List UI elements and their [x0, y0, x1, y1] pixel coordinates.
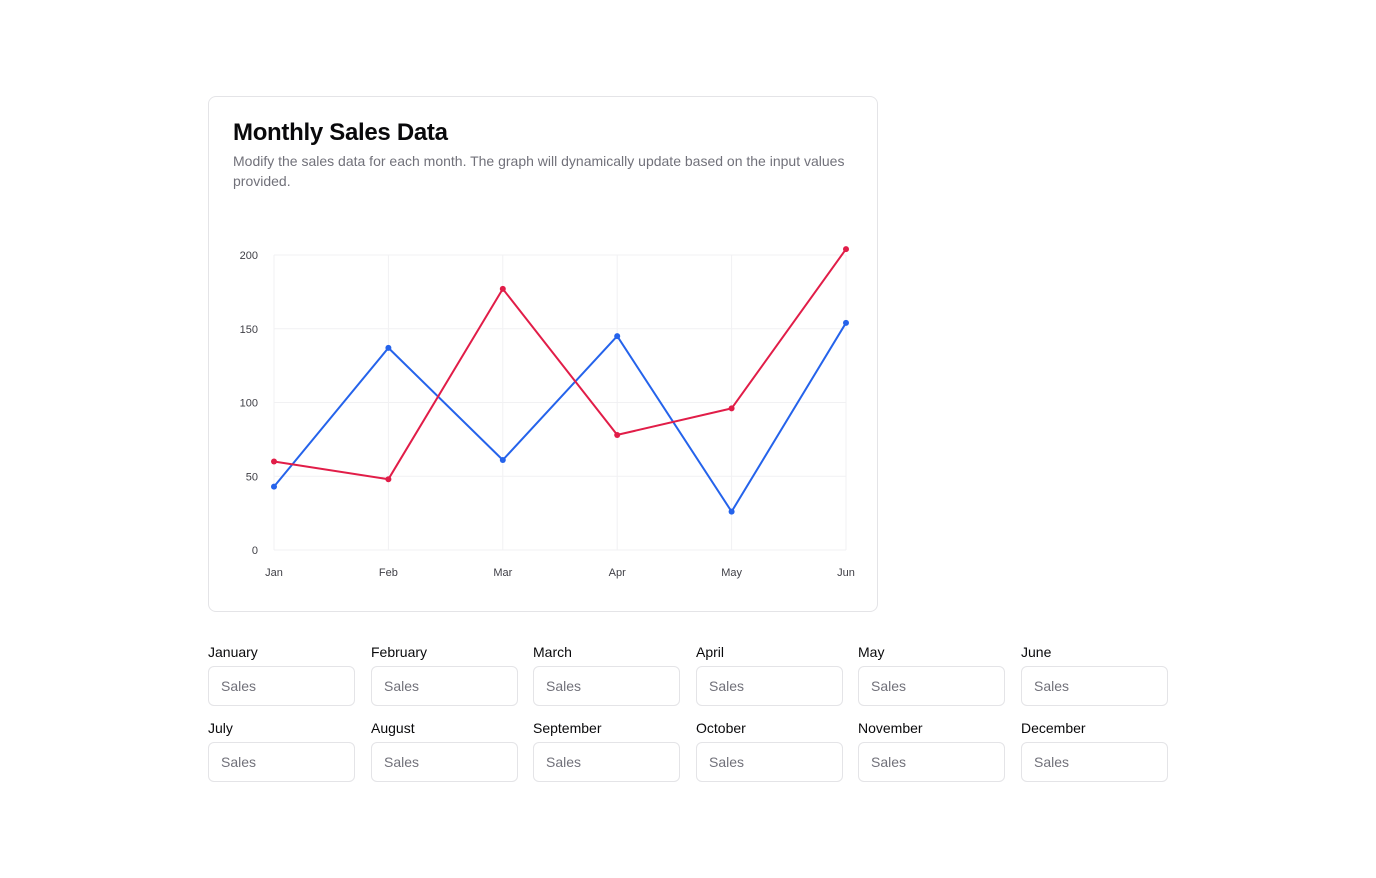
series-1-point	[843, 319, 849, 326]
month-label: August	[371, 720, 415, 736]
x-tick-label: Mar	[493, 567, 512, 579]
x-tick-label: May	[721, 567, 742, 579]
sales-input-november[interactable]	[858, 742, 1005, 782]
month-label: July	[208, 720, 233, 736]
series-2-point	[843, 246, 849, 253]
card-description: Modify the sales data for each month. Th…	[233, 153, 845, 189]
month-label: March	[533, 644, 572, 660]
series-2-point	[614, 431, 621, 438]
series-1-point	[614, 333, 621, 340]
month-field-august: August	[371, 716, 518, 782]
series-1-point	[728, 508, 735, 515]
month-field-april: April	[696, 640, 843, 706]
y-tick-label: 100	[240, 398, 258, 410]
card-title: Monthly Sales Data	[233, 119, 448, 146]
y-tick-label: 150	[240, 324, 258, 336]
month-label: November	[858, 720, 923, 736]
month-label: December	[1021, 720, 1086, 736]
month-label: October	[696, 720, 746, 736]
month-label: September	[533, 720, 602, 736]
sales-input-january[interactable]	[208, 666, 355, 706]
month-field-september: September	[533, 716, 680, 782]
month-field-june: June	[1021, 640, 1168, 706]
series-line-2	[273, 248, 847, 481]
series-1-point	[271, 483, 277, 490]
sales-input-october[interactable]	[696, 742, 843, 782]
sales-input-may[interactable]	[858, 666, 1005, 706]
sales-input-august[interactable]	[371, 742, 518, 782]
sales-input-september[interactable]	[533, 742, 680, 782]
series-2-point	[271, 458, 277, 465]
y-tick-label: 50	[246, 471, 258, 483]
sales-input-july[interactable]	[208, 742, 355, 782]
sales-input-march[interactable]	[533, 666, 680, 706]
month-field-february: February	[371, 640, 518, 706]
month-label: May	[858, 644, 885, 660]
month-field-may: May	[858, 640, 1005, 706]
month-field-january: January	[208, 640, 355, 706]
series-2-point	[499, 285, 506, 292]
sales-input-april[interactable]	[696, 666, 843, 706]
x-tick-label: Jun	[837, 567, 855, 579]
series-1-point	[385, 344, 392, 351]
sales-input-june[interactable]	[1021, 666, 1168, 706]
month-field-july: July	[208, 716, 355, 782]
series-line-1	[273, 322, 847, 513]
series-1-point	[499, 457, 506, 464]
month-field-march: March	[533, 640, 680, 706]
sales-chart-card: Monthly Sales Data Modify the sales data…	[208, 96, 878, 612]
sales-line-chart: 0 50 100 150 200 Jan Feb Mar Apr May Jun	[240, 246, 855, 579]
month-field-december: December	[1021, 716, 1168, 782]
month-label: January	[208, 644, 258, 660]
series-2-point	[728, 405, 735, 412]
x-tick-label: Jan	[265, 567, 283, 579]
month-label: April	[696, 644, 725, 660]
month-field-november: November	[858, 716, 1005, 782]
sales-input-december[interactable]	[1021, 742, 1168, 782]
month-label: June	[1021, 644, 1052, 660]
x-tick-label: Feb	[379, 567, 398, 579]
month-field-october: October	[696, 716, 843, 782]
sales-input-february[interactable]	[371, 666, 518, 706]
y-tick-label: 200	[240, 250, 258, 262]
series-2-point	[385, 476, 392, 483]
y-tick-label: 0	[252, 545, 258, 557]
month-label: February	[371, 644, 428, 660]
x-tick-label: Apr	[609, 567, 626, 579]
